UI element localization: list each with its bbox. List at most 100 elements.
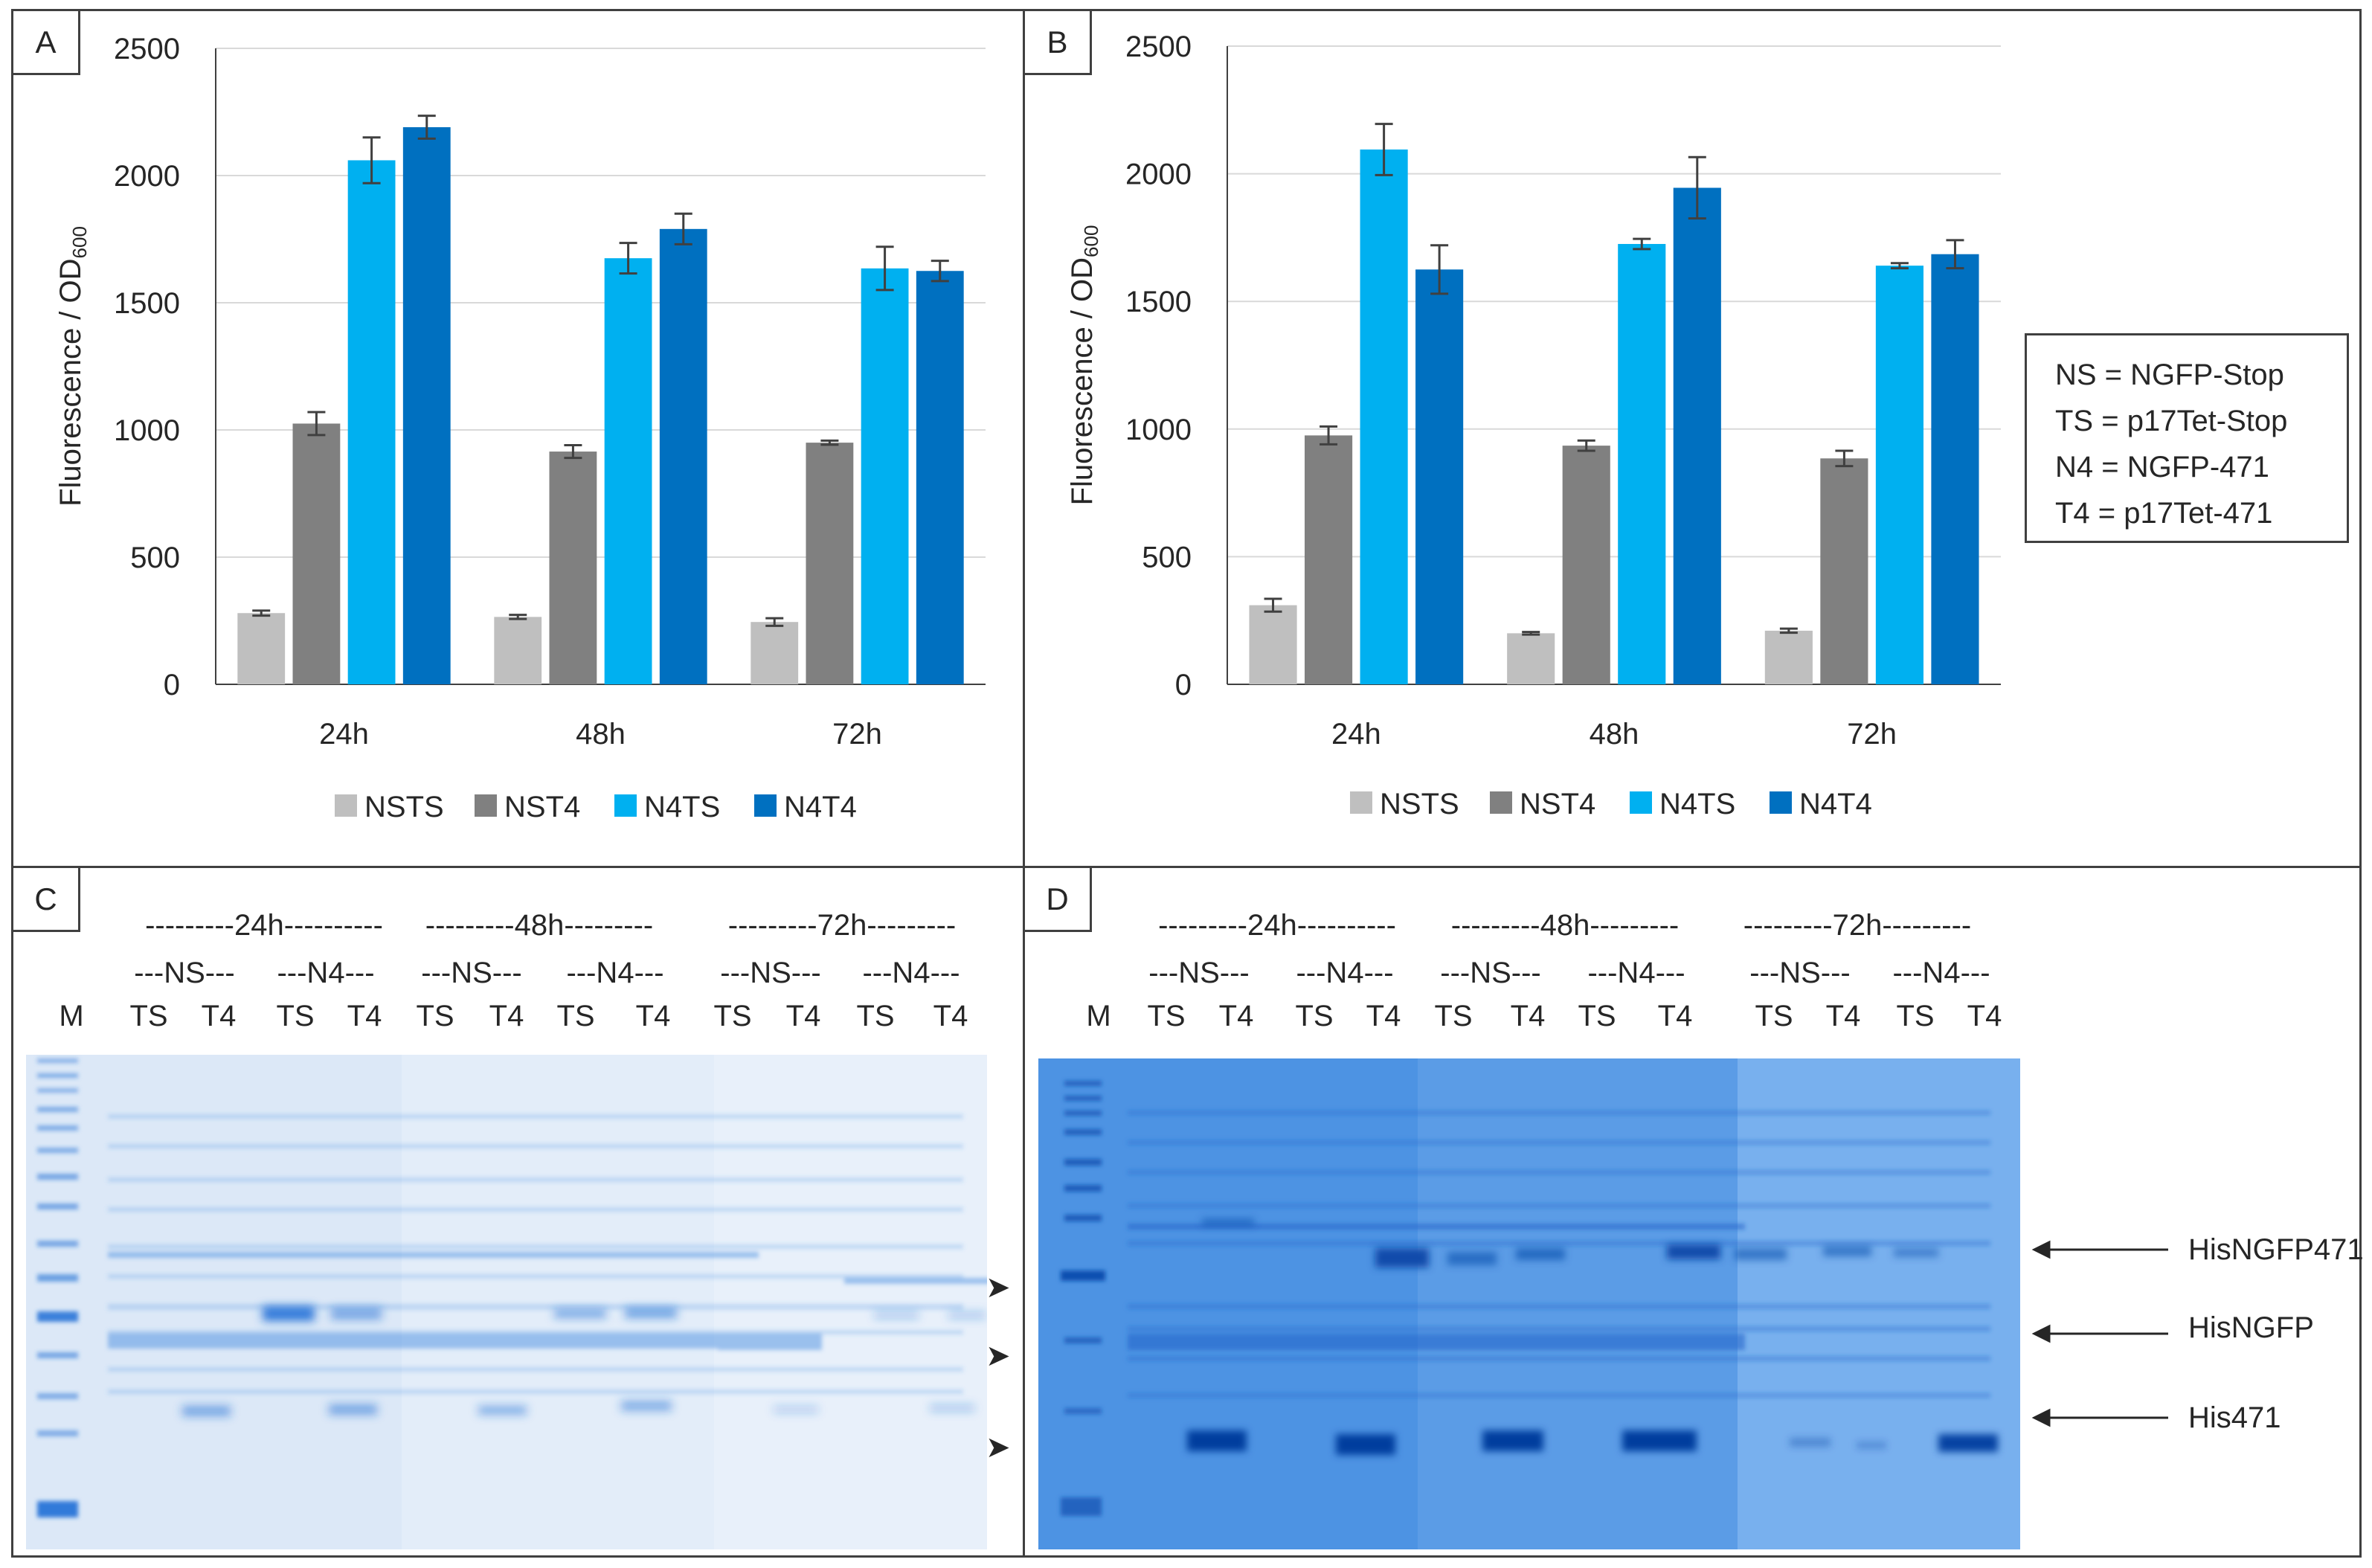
arrowhead-icon: ➤ <box>986 1431 1011 1464</box>
bar-n4t4 <box>659 228 707 684</box>
arrowhead-icon: ➤ <box>986 1271 1011 1304</box>
legend-label-n4ts: N4TS <box>1659 788 1735 820</box>
gel-c-lane-label: TS <box>276 1000 315 1032</box>
gel-d-group-label: ---NS--- <box>1148 957 1250 989</box>
gel-d-group-label: ---N4--- <box>1892 957 1990 989</box>
bar-n4t4 <box>402 127 451 684</box>
gel-c-lane-label: T4 <box>635 1000 671 1032</box>
legend-key-n4: N4 = NGFP-471 <box>2055 451 2269 483</box>
bar-nsts <box>751 622 799 684</box>
gel-c-lane-label: TS <box>416 1000 454 1032</box>
gel-d-lane-label: T4 <box>1510 1000 1546 1032</box>
gel-d-image <box>1038 1058 2020 1549</box>
gel-c-lane-label: T4 <box>347 1000 382 1032</box>
gel-d-lane-label: T4 <box>1366 1000 1401 1032</box>
y-tick-label: 500 <box>1142 541 1192 573</box>
y-tick-label: 1500 <box>114 287 180 320</box>
x-tick-label: 72h <box>1847 718 1897 751</box>
panel-label-d: D <box>1025 868 1092 932</box>
legend-label-n4ts: N4TS <box>644 791 720 823</box>
bar-nst4 <box>1820 458 1868 684</box>
gel-c-lane-label: TS <box>556 1000 595 1032</box>
bar-n4t4 <box>916 271 964 684</box>
legend-label-n4t4: N4T4 <box>1799 788 1872 820</box>
band-label-hisngfp471: HisNGFP471 <box>2188 1233 2364 1266</box>
gel-c-time-48h: ---------48h--------- <box>425 909 654 942</box>
gel-c-lane-label: T4 <box>933 1000 968 1032</box>
y-tick-label: 0 <box>164 669 180 701</box>
bar-n4ts <box>1360 149 1408 685</box>
legend-swatch-nst4 <box>1490 791 1512 814</box>
y-tick-label: 2000 <box>114 160 180 193</box>
gel-d-group-label: ---NS--- <box>1440 957 1541 989</box>
bar-n4ts <box>861 268 909 685</box>
legend-swatch-n4ts <box>614 794 637 817</box>
bar-nsts <box>1507 633 1555 684</box>
bar-nst4 <box>1305 435 1353 684</box>
legend-swatch-n4ts <box>1630 791 1652 814</box>
legend-key-t4: T4 = p17Tet-471 <box>2055 497 2273 530</box>
gel-d-time-72h: ---------72h--------- <box>1743 909 1972 942</box>
y-axis-label: Fluorescence / OD600 <box>54 226 91 507</box>
y-tick-label: 0 <box>1175 669 1192 701</box>
arrowhead-icon: ➤ <box>986 1340 1011 1372</box>
bar-nsts <box>494 617 542 684</box>
y-axis-label: Fluorescence / OD600 <box>1066 225 1102 506</box>
gel-c-bands <box>26 1055 987 1549</box>
bar-n4ts <box>604 258 652 684</box>
gel-d-time-48h: ---------48h--------- <box>1450 909 1680 942</box>
bar-n4ts <box>1875 266 1923 685</box>
gel-d-lane-label: T4 <box>1218 1000 1254 1032</box>
legend-label-n4t4: N4T4 <box>784 791 857 823</box>
band-label-hisngfp: HisNGFP <box>2188 1311 2314 1344</box>
gel-d-lane-label: T4 <box>1657 1000 1693 1032</box>
bar-nst4 <box>1562 446 1610 684</box>
legend-swatch-n4t4 <box>754 794 777 817</box>
bar-chart-a: 0 500 1000 1500 2000 2500 Fluorescence / OD600… <box>54 33 986 823</box>
gel-d-lane-label: TS <box>1147 1000 1186 1032</box>
gel-c-group-label: ---N4--- <box>566 957 664 989</box>
legend-key-ns: NS = NGFP-Stop <box>2055 359 2284 391</box>
gel-d-lane-label: TS <box>1578 1000 1616 1032</box>
panel-label-c: C <box>13 868 80 932</box>
bar-chart-b: 0 500 1000 1500 2000 2500 Fluorescence / OD600… <box>1066 30 2001 820</box>
gel-d-group-label: ---NS--- <box>1749 957 1851 989</box>
y-tick-label: 1000 <box>114 414 180 447</box>
panel-label-a: A <box>13 11 80 75</box>
gel-d-lane-label: TS <box>1434 1000 1473 1032</box>
legend-label-nsts: NSTS <box>364 791 444 823</box>
y-tick-label: 500 <box>130 542 180 574</box>
gel-d-lane-label: T4 <box>1825 1000 1861 1032</box>
bar-n4t4 <box>1415 269 1464 684</box>
bar-n4ts <box>1618 243 1666 685</box>
gel-c-lane-label: T4 <box>785 1000 821 1032</box>
gel-d-annotation-arrows <box>2031 1240 2168 1427</box>
panel-label-b: B <box>1025 11 1092 75</box>
y-axis-label-subscript: 600 <box>68 226 91 258</box>
y-tick-label: 2500 <box>1125 30 1192 63</box>
gel-c-lane-label: TS <box>129 1000 168 1032</box>
gel-c-lane-label: M <box>59 1000 84 1032</box>
y-tick-label: 1500 <box>1125 286 1192 318</box>
y-tick-label: 2500 <box>114 33 180 65</box>
gel-c-lane-label: T4 <box>489 1000 524 1032</box>
gel-c-group-label: ---NS--- <box>134 957 235 989</box>
x-tick-label: 72h <box>832 718 882 751</box>
gel-d-lane-label: TS <box>1295 1000 1334 1032</box>
legend-label-nst4: NST4 <box>1520 788 1595 820</box>
y-tick-label: 2000 <box>1125 158 1192 191</box>
x-tick-label: 24h <box>1331 718 1381 751</box>
gel-c-group-label: ---N4--- <box>862 957 960 989</box>
abbreviation-legend: NS = NGFP-Stop TS = p17Tet-Stop N4 = NGF… <box>2025 333 2349 543</box>
gel-d-bands <box>1038 1058 2020 1549</box>
gel-c-group-label: ---N4--- <box>277 957 375 989</box>
bar-nsts <box>1249 605 1297 684</box>
legend-label-nst4: NST4 <box>504 791 580 823</box>
gel-c-lane-label: T4 <box>201 1000 237 1032</box>
x-tick-label: 48h <box>576 718 626 751</box>
gel-d-group-label: ---N4--- <box>1587 957 1685 989</box>
panel-a: A <box>11 9 1025 868</box>
gel-c-group-label: ---NS--- <box>421 957 522 989</box>
gel-d-time-24h: ---------24h---------- <box>1158 909 1396 942</box>
gel-c-time-72h: ---------72h--------- <box>727 909 957 942</box>
